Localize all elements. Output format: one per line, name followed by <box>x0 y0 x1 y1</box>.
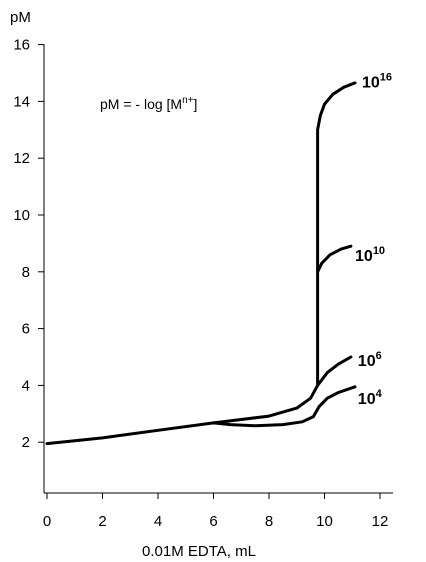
y-tick-label: 2 <box>22 434 30 451</box>
y-tick-label: 4 <box>22 377 30 394</box>
x-tick-label: 6 <box>209 513 217 530</box>
series-label-base: 10 <box>355 248 373 265</box>
formula-close: ] <box>194 96 198 112</box>
y-tick-label: 16 <box>13 37 30 54</box>
x-tick-label: 10 <box>316 513 333 530</box>
y-axis-ticks: 2 4 6 8 10 12 14 16 <box>13 37 44 451</box>
series-line-10e10 <box>316 244 353 274</box>
series-label-exponent: 16 <box>380 72 392 84</box>
series-line-10e16 <box>45 81 357 446</box>
x-tick-label: 12 <box>372 513 389 530</box>
formula-annotation: pM = - log [Mn+] <box>100 95 197 112</box>
y-axis-label: pM <box>10 9 31 26</box>
series-label-exponent: 4 <box>376 388 383 400</box>
y-tick-label: 8 <box>22 264 30 281</box>
y-tick-label: 12 <box>13 150 30 167</box>
formula-superscript: n+ <box>182 95 194 106</box>
x-axis-ticks: 0 2 4 6 8 10 12 <box>43 493 389 530</box>
y-tick-label: 6 <box>22 321 30 338</box>
x-tick-label: 4 <box>154 513 162 530</box>
series-line-10e6 <box>316 355 353 387</box>
series-label-base: 10 <box>362 75 380 92</box>
x-tick-label: 2 <box>98 513 106 530</box>
x-tick-label: 8 <box>265 513 273 530</box>
x-axis-label: 0.01M EDTA, mL <box>142 543 256 560</box>
series-label-exponent: 10 <box>373 245 385 257</box>
x-tick-label: 0 <box>43 513 51 530</box>
formula-text: pM = - log [M <box>100 96 182 112</box>
y-tick-label: 14 <box>13 93 30 110</box>
series-label-base: 10 <box>358 353 376 370</box>
series-line-10e4 <box>212 385 357 428</box>
series-label-base: 10 <box>358 391 376 408</box>
series-label-10e16: 1016 <box>362 72 392 92</box>
series-label-10e10: 1010 <box>355 245 385 265</box>
series-lines <box>45 81 357 446</box>
series-label-exponent: 6 <box>376 350 382 362</box>
series-label-10e4: 104 <box>358 388 383 408</box>
series-label-10e6: 106 <box>358 350 382 370</box>
y-tick-label: 10 <box>13 207 30 224</box>
